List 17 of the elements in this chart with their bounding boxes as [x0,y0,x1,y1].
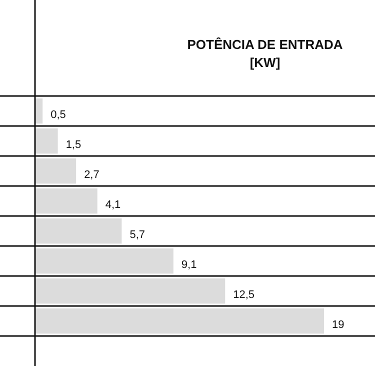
bar [35,188,98,214]
bar [35,278,226,304]
bar [35,158,76,184]
data-label: 5,7 [130,229,145,241]
data-label: 2,7 [84,169,100,181]
data-label: 4,1 [105,199,121,211]
data-label: 9,1 [181,259,197,271]
bar [35,128,58,154]
chart-subtitle: [KW] [250,55,280,70]
data-label: 19 [332,319,344,331]
bar [35,218,122,244]
data-label: 0,5 [50,109,66,121]
data-label: 12,5 [233,289,255,301]
chart-title: POTÊNCIA DE ENTRADA [187,37,344,52]
data-label: 1,5 [66,139,82,151]
bar [35,248,174,274]
bar [35,308,324,334]
